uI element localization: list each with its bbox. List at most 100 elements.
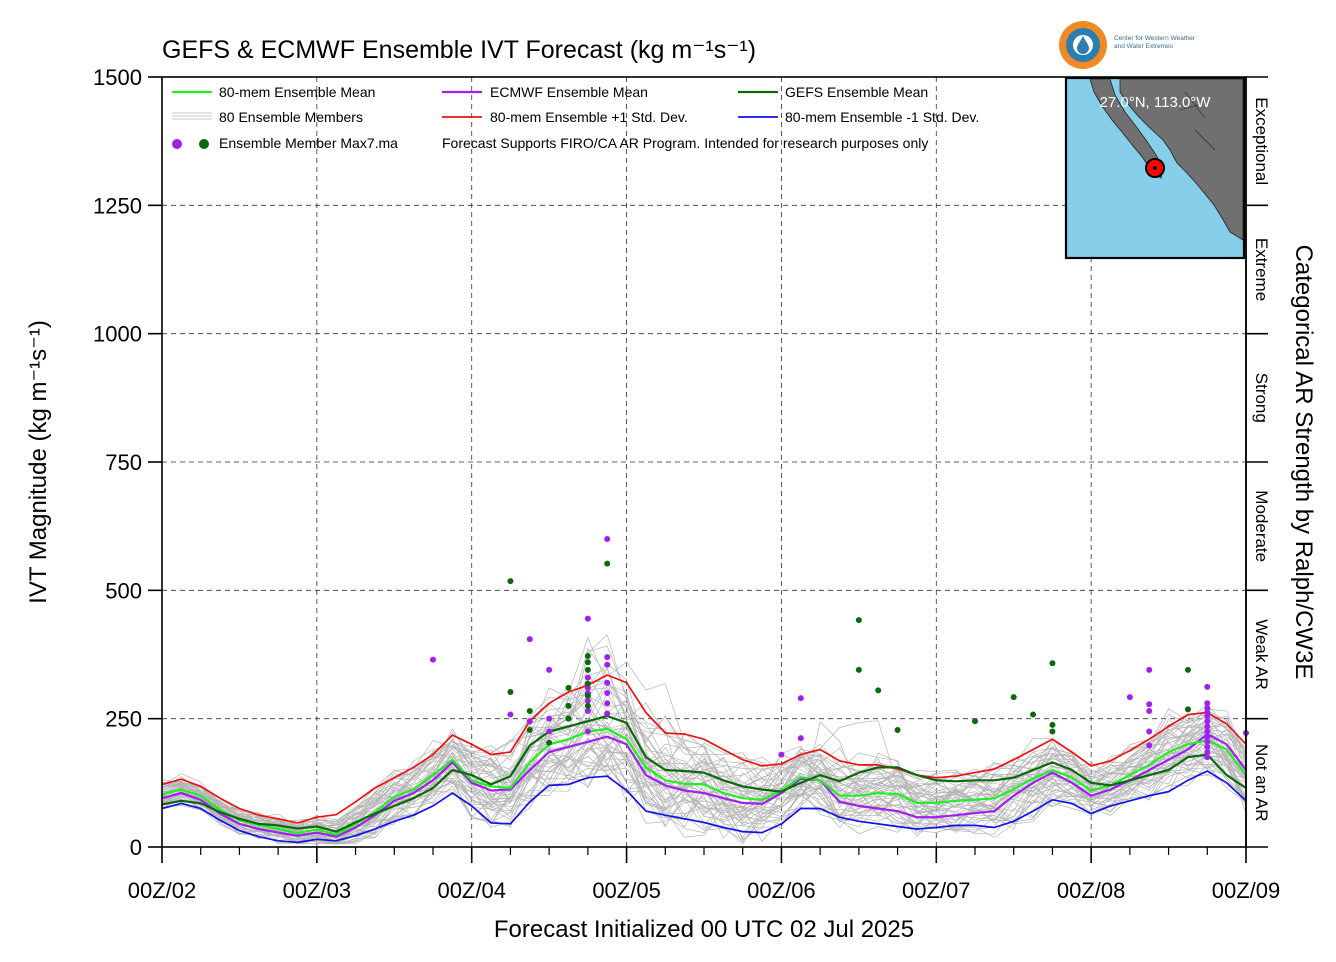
category-axis: Not an AR Weak AR Moderate Strong Extreme Exc… [1245, 76, 1271, 848]
gefs-max-point [565, 715, 572, 722]
y-tick-label: 500 [105, 578, 142, 603]
category-label: Extreme [1252, 238, 1271, 301]
ecmwf-max-point [604, 679, 611, 686]
ensemble-member-line [161, 681, 1247, 833]
water-drop-icon [1077, 36, 1089, 54]
legend-swatch-gefs-max [199, 139, 209, 149]
gefs-max-point [1010, 694, 1017, 701]
x-tick-label: 00Z/06 [747, 878, 816, 903]
gefs-max-point [604, 560, 611, 567]
ecmwf-max-point [604, 654, 611, 661]
location-coordinates: 27.0°N, 113.0°W [1100, 94, 1212, 111]
legend-max: Ensemble Member Max7.ma [219, 135, 398, 151]
gefs-max-point [584, 680, 591, 687]
ensemble-member-line [161, 720, 1247, 831]
gefs-max-point [584, 659, 591, 666]
ecmwf-max-point [1204, 718, 1211, 725]
x-tick-label: 00Z/08 [1057, 878, 1126, 903]
ecmwf-max-point [584, 697, 591, 704]
ecmwf-max-point [1204, 743, 1211, 750]
ensemble-member-line [161, 717, 1247, 844]
category-label: Moderate [1252, 490, 1271, 562]
legend-mean80: 80-mem Ensemble Mean [219, 84, 375, 100]
category-label: Exceptional [1252, 97, 1271, 185]
legend-ecmwf: ECMWF Ensemble Mean [490, 84, 648, 100]
x-tick-label: 00Z/09 [1212, 878, 1281, 903]
ecmwf-max-point [1204, 754, 1211, 761]
gefs-max-point [855, 617, 862, 624]
series-line-gefs-ensemble-mean [161, 714, 1247, 833]
chart-title: GEFS & ECMWF Ensemble IVT Forecast (kg m… [162, 36, 756, 64]
ecmwf-max-point [1204, 728, 1211, 735]
ecmwf-max-point [1146, 728, 1153, 735]
ecmwf-max-point [1204, 683, 1211, 690]
ecmwf-max-point [546, 728, 553, 735]
ecmwf-max-point [604, 700, 611, 707]
ecmwf-max-point [1204, 733, 1211, 740]
ensemble-member-line [161, 727, 1247, 834]
gefs-max-point [565, 702, 572, 709]
ensemble-member-line [161, 670, 1247, 823]
x-tick-label: 00Z/05 [592, 878, 661, 903]
ecmwf-max-point [1204, 700, 1211, 707]
legend-minus: 80-mem Ensemble -1 Std. Dev. [785, 109, 979, 125]
ecmwf-max-point [778, 751, 785, 758]
legend-swatch-ecmwf-max [172, 139, 182, 149]
gefs-max-point [507, 578, 514, 585]
ecmwf-max-point [526, 718, 533, 725]
y-tick-label: 750 [105, 450, 142, 475]
x-tick-label: 00Z/03 [283, 878, 352, 903]
ecmwf-max-point [1146, 707, 1153, 714]
x-axis-label: Forecast Initialized 00 UTC 02 Jul 2025 [494, 916, 914, 943]
ensemble-max-points [430, 536, 1249, 761]
ecmwf-max-point [1204, 713, 1211, 720]
gefs-max-point [1049, 660, 1056, 667]
gefs-max-point [507, 688, 514, 695]
gefs-max-point [894, 726, 901, 733]
ecmwf-max-point [526, 636, 533, 643]
gefs-max-point [1184, 666, 1191, 673]
gefs-max-point [546, 739, 553, 746]
ecmwf-max-point [1146, 742, 1153, 749]
ecmwf-max-point [1204, 749, 1211, 756]
mainland-land-mass [1119, 78, 1244, 241]
ecmwf-max-point [546, 666, 553, 673]
gefs-max-point [565, 684, 572, 691]
ensemble-member-line [161, 680, 1247, 830]
location-inset-map: 27.0°N, 113.0°W [1064, 76, 1246, 260]
gefs-max-point [1184, 706, 1191, 713]
legend-gefs: GEFS Ensemble Mean [785, 84, 928, 100]
legend-plus: 80-mem Ensemble +1 Std. Dev. [490, 109, 688, 125]
y-tick-label: 250 [105, 707, 142, 732]
gefs-max-point [972, 718, 978, 725]
logo-text-line-2: and Water Extremes [1114, 43, 1174, 50]
series-line-80-mem-ensemble-1-std-dev- [161, 770, 1247, 844]
ensemble-member-line [161, 741, 1247, 845]
gefs-max-point [1030, 711, 1037, 718]
category-label: Strong [1252, 373, 1271, 423]
ecmwf-max-point [1204, 738, 1211, 745]
peninsula-land-mass [1089, 78, 1164, 179]
y-tick-label: 1000 [93, 322, 142, 347]
ensemble-member-line [161, 754, 1247, 845]
gefs-max-point [584, 702, 591, 709]
gefs-max-point [526, 707, 533, 714]
legend-note: Forecast Supports FIRO/CA AR Program. In… [442, 135, 928, 151]
ecmwf-max-point [584, 674, 591, 681]
category-label: Weak AR [1252, 619, 1271, 690]
ecmwf-max-point [584, 707, 591, 714]
category-label: Not an AR [1252, 744, 1271, 822]
ecmwf-max-point [584, 728, 591, 735]
series-line-80-mem-ensemble-mean [161, 727, 1247, 836]
ecmwf-max-point [546, 715, 553, 722]
cw3e-logo: Center for Western Weather and Water Ext… [1059, 21, 1196, 69]
ecmwf-max-point [797, 735, 804, 742]
ecmwf-max-point [1204, 723, 1211, 730]
gefs-max-point [1049, 728, 1056, 735]
ecmwf-max-point [430, 656, 436, 663]
ecmwf-max-point [604, 690, 611, 696]
x-tick-label: 00Z/04 [437, 878, 506, 903]
x-tick-label: 00Z/07 [902, 878, 971, 903]
y-tick-label: 1250 [93, 193, 142, 218]
